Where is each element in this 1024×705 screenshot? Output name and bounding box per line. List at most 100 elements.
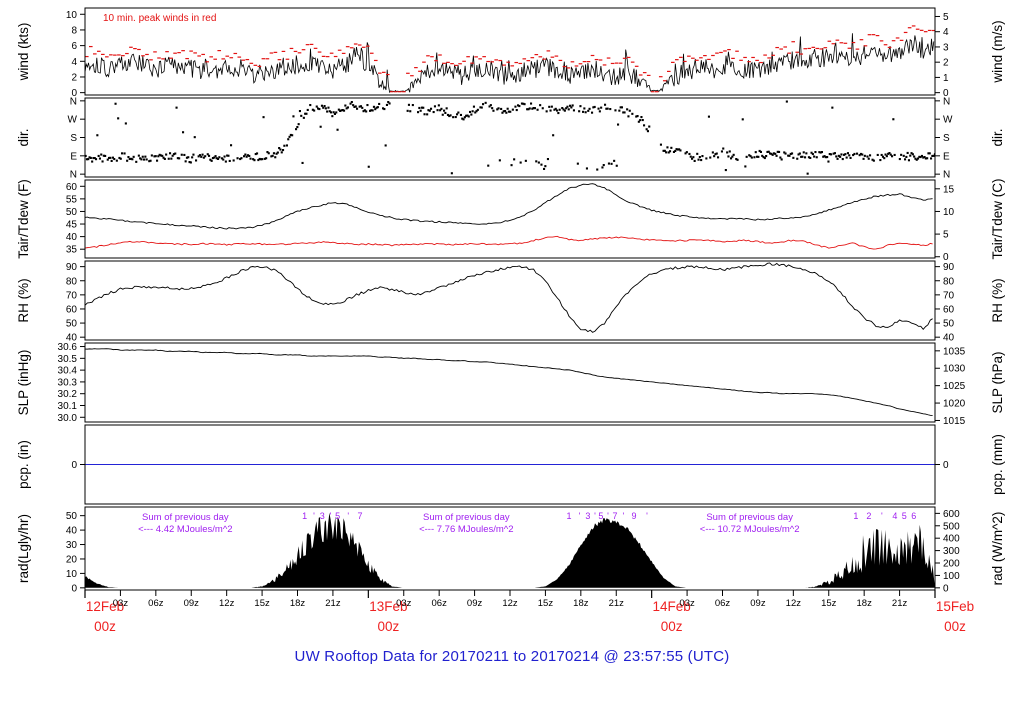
ytick-left-tair: 50 [66,207,78,218]
dir-point [707,115,710,118]
dir-point [907,159,910,162]
dir-point [467,115,470,118]
dir-point [863,154,866,157]
xtick-minor: 03z [396,598,412,609]
ytick-left-slp: 30.4 [58,366,78,377]
dir-point [709,156,712,159]
dir-point [449,114,452,117]
dir-point [292,115,295,118]
ytick-left-wind: 2 [71,72,77,83]
dir-point [600,106,603,109]
dir-point [437,104,440,107]
dir-point [224,160,227,163]
dir-point [670,146,673,149]
ytick-left-wind: 4 [71,57,77,68]
dir-point [765,155,768,158]
rad-milestone-10: ' [594,511,596,521]
dir-point [556,109,559,112]
dir-point [767,150,770,153]
dir-point [162,156,165,159]
dir-point [736,158,739,161]
panel-border-pcp [84,424,936,505]
dir-point [917,157,920,160]
dir-point [132,155,135,158]
ytick-left-dir: N [70,170,77,181]
dir-point [337,108,340,111]
dir-point [561,107,564,110]
dir-point [724,169,727,172]
dir-point [920,154,923,157]
dir-point [770,152,773,155]
dir-point [331,115,334,118]
axis-title-right-wind: wind (m/s) [990,20,1005,83]
dir-point [789,152,792,155]
dir-point [530,102,533,105]
dir-point [444,111,447,114]
dir-point [322,106,325,109]
dir-point [111,156,114,159]
dir-point [535,160,538,163]
panel-border-rh [84,260,936,341]
dir-point [778,150,781,153]
dir-point [579,105,582,108]
dir-point [157,155,160,158]
dir-point [346,106,349,109]
dir-point [823,155,826,158]
dir-point [213,156,216,159]
dir-point [102,154,105,157]
dir-point [848,154,851,157]
dir-point [672,150,675,153]
dir-point [176,157,179,160]
ytick-left-wind: 6 [71,41,77,52]
dir-point [315,105,318,108]
rad-sum-title-1: Sum of previous day [423,512,510,523]
dir-point [384,144,387,147]
dir-point [311,108,314,111]
dir-point [640,116,643,119]
ytick-right-wind: 3 [943,42,949,53]
dir-point [178,157,181,160]
dir-point [274,156,277,159]
ytick-right-tair: 5 [943,230,949,241]
dir-point [475,110,478,113]
dir-point [232,159,235,162]
ytick-left-rad: 0 [71,583,77,594]
dir-point [436,109,439,112]
dir-point [335,111,338,114]
dir-point [728,150,731,153]
rad-sum-value-1: <--- 7.76 MJoules/m^2 [419,524,513,535]
dir-point [353,105,356,108]
xtick-major-1: 13Feb [369,599,407,614]
dir-point [496,108,499,111]
dir-point [717,156,720,159]
figure-title: UW Rooftop Data for 20170211 to 20170214… [294,648,730,665]
rad-sum-value-2: <--- 10.72 MJoules/m^2 [700,524,800,535]
dir-point [501,111,504,114]
dir-point [385,103,388,106]
dir-point [528,107,531,110]
dir-point [570,106,573,109]
dir-point [296,126,299,129]
dir-point [788,154,791,157]
dir-point [301,161,304,164]
dir-point [524,159,527,162]
ytick-right-slp: 1015 [943,416,966,427]
dir-point [715,152,718,155]
dir-point [876,153,879,156]
dir-point [198,154,201,157]
rad-milestone-3: ' [330,511,332,521]
dir-point [622,111,625,114]
dir-point [387,101,390,104]
dir-point [127,156,130,159]
axis-title-right-dir: dir. [990,128,1005,146]
dir-point [407,103,410,106]
dir-point [356,107,359,110]
dir-point [826,156,829,159]
dir-point [383,108,386,111]
dir-point [245,155,248,158]
xtick-major-2: 14Feb [653,599,691,614]
dir-point [492,109,495,112]
dir-point [193,136,196,139]
dir-point [257,159,260,162]
dir-point [676,148,679,151]
